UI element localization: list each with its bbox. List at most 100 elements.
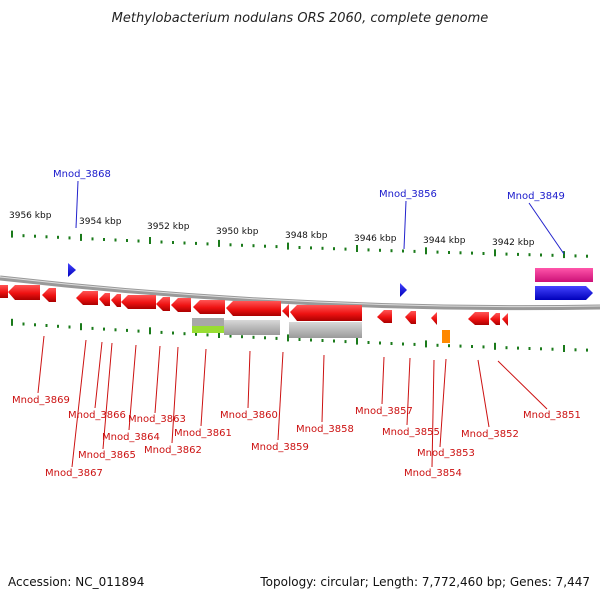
lower-scale-tick-34: [402, 342, 404, 346]
gene-mnod-3852-b[interactable]: [490, 313, 500, 325]
gene-mnod-3863[interactable]: [121, 295, 156, 309]
scale-label-3948: 3948 kbp: [285, 231, 328, 241]
leader-mnod-3863: [154, 345, 161, 414]
upper-scale-tick-39: [459, 251, 462, 255]
lower-scale-tick-3: [45, 324, 48, 327]
gene-mnod-3869[interactable]: [0, 285, 8, 298]
lower-scale-tick-42: [494, 342, 496, 350]
gene-label-mnod-3865: Mnod_3865: [78, 450, 136, 461]
upper-scale-tick-40: [471, 251, 473, 255]
gene-mnod-3857[interactable]: [377, 310, 392, 323]
upper-scale-tick-23: [275, 245, 278, 249]
lower-scale-tick-40: [471, 345, 473, 348]
lower-scale-tick-10: [126, 328, 128, 332]
upper-scale-tick-18: [218, 239, 220, 247]
gene-mnod-3858[interactable]: [290, 305, 362, 321]
leader-mnod-3849: [528, 202, 565, 255]
gene-mnod-3859-tip[interactable]: [282, 304, 289, 318]
gene-mnod-3852[interactable]: [468, 312, 489, 325]
lower-scale-tick-50: [586, 348, 588, 352]
upper-scale-tick-17: [206, 242, 209, 246]
upper-scale-tick-49: [574, 254, 577, 258]
upper-scale-tick-32: [379, 248, 381, 252]
gene-mnod-3849[interactable]: [535, 286, 593, 300]
lower-scale-tick-35: [413, 342, 416, 346]
upper-scale-ruler: [11, 230, 588, 259]
genome-backbone: [0, 275, 600, 311]
leader-mnod-3856: [403, 200, 407, 250]
gene-mnod-3860[interactable]: [193, 300, 225, 314]
grey-block-2[interactable]: [224, 320, 280, 335]
grey-block-1[interactable]: [192, 318, 224, 326]
upper-scale-tick-10: [126, 239, 128, 242]
gene-mnod-3866[interactable]: [76, 291, 98, 305]
lower-scale-tick-16: [195, 332, 197, 336]
upper-scale-tick-22: [264, 244, 266, 248]
upper-scale-tick-14: [172, 241, 174, 244]
leader-mnod-3862: [171, 346, 179, 444]
green-block[interactable]: [192, 326, 224, 333]
gene-mnod-3849-pink-block[interactable]: [535, 268, 593, 282]
upper-scale-tick-34: [402, 249, 404, 253]
upper-scale-tick-3: [45, 235, 48, 239]
gene-mnod-3861[interactable]: [171, 298, 191, 312]
upper-scale-tick-31: [367, 248, 370, 252]
lower-scale-tick-2: [34, 323, 36, 327]
gene-mnod-3851[interactable]: [502, 313, 508, 326]
lower-scale-tick-5: [68, 325, 71, 329]
scale-label-3946: 3946 kbp: [354, 234, 397, 244]
gene-mnod-3856[interactable]: [400, 283, 407, 297]
lower-scale-tick-17: [206, 333, 209, 337]
gene-mnod-3867[interactable]: [8, 285, 40, 300]
upper-scale-tick-38: [448, 251, 450, 254]
leader-mnod-3853: [439, 358, 447, 448]
gene-mnod-3862[interactable]: [156, 297, 170, 311]
upper-scale-tick-35: [413, 249, 416, 253]
gene-label-mnod-3862: Mnod_3862: [144, 445, 202, 456]
scale-label-3952: 3952 kbp: [147, 222, 190, 232]
gene-label-mnod-3869: Mnod_3869: [12, 395, 70, 406]
upper-scale-tick-13: [160, 240, 163, 244]
gene-mnod-3866-a[interactable]: [42, 288, 56, 302]
gene-label-mnod-3853: Mnod_3853: [417, 448, 475, 459]
gene-mnod-3864[interactable]: [111, 294, 121, 307]
gene-mnod-3868[interactable]: [68, 263, 76, 277]
forward-features: [68, 263, 593, 300]
gene-label-mnod-3867: Mnod_3867: [45, 468, 103, 479]
lower-scale-tick-49: [574, 348, 577, 352]
lower-scale-tick-43: [505, 346, 508, 350]
gene-mnod-3859[interactable]: [226, 301, 281, 316]
leader-mnod-3869: [37, 335, 45, 394]
gene-mnod-3865[interactable]: [99, 293, 110, 306]
lower-scale-tick-45: [528, 347, 531, 350]
lower-scale-tick-15: [183, 332, 186, 336]
leader-mnod-3868: [75, 180, 79, 229]
upper-scale-tick-6: [80, 233, 82, 241]
gene-label-mnod-3868: Mnod_3868: [53, 169, 111, 180]
leader-mnod-3858: [321, 354, 325, 423]
gene-label-mnod-3864: Mnod_3864: [102, 432, 160, 443]
lower-scale-tick-37: [436, 343, 439, 347]
genome-backbone-highlight: [0, 276, 600, 308]
lower-scale-tick-27: [321, 339, 324, 342]
orange-block[interactable]: [442, 330, 450, 343]
lower-scale-tick-46: [540, 347, 542, 351]
lower-scale-tick-30: [356, 337, 358, 345]
upper-scale-tick-28: [333, 247, 335, 251]
gene-label-mnod-3860: Mnod_3860: [220, 410, 278, 421]
leader-mnod-3851: [497, 360, 548, 410]
top-gene-leaders: [75, 180, 565, 255]
gene-label-mnod-3859: Mnod_3859: [251, 442, 309, 453]
grey-block-3[interactable]: [289, 322, 362, 338]
upper-scale-tick-12: [149, 237, 151, 244]
lower-scale-tick-41: [482, 345, 485, 349]
lower-scale-tick-29: [344, 340, 347, 344]
leader-mnod-3864: [128, 344, 137, 431]
upper-scale-tick-42: [494, 249, 496, 257]
scale-label-3950: 3950 kbp: [216, 227, 259, 237]
accession-label: Accession: NC_011894: [8, 575, 145, 589]
gene-mnod-3853[interactable]: [431, 312, 437, 325]
upper-scale-tick-11: [137, 239, 140, 243]
lower-scale-tick-48: [563, 345, 565, 352]
gene-mnod-3855[interactable]: [405, 311, 416, 324]
